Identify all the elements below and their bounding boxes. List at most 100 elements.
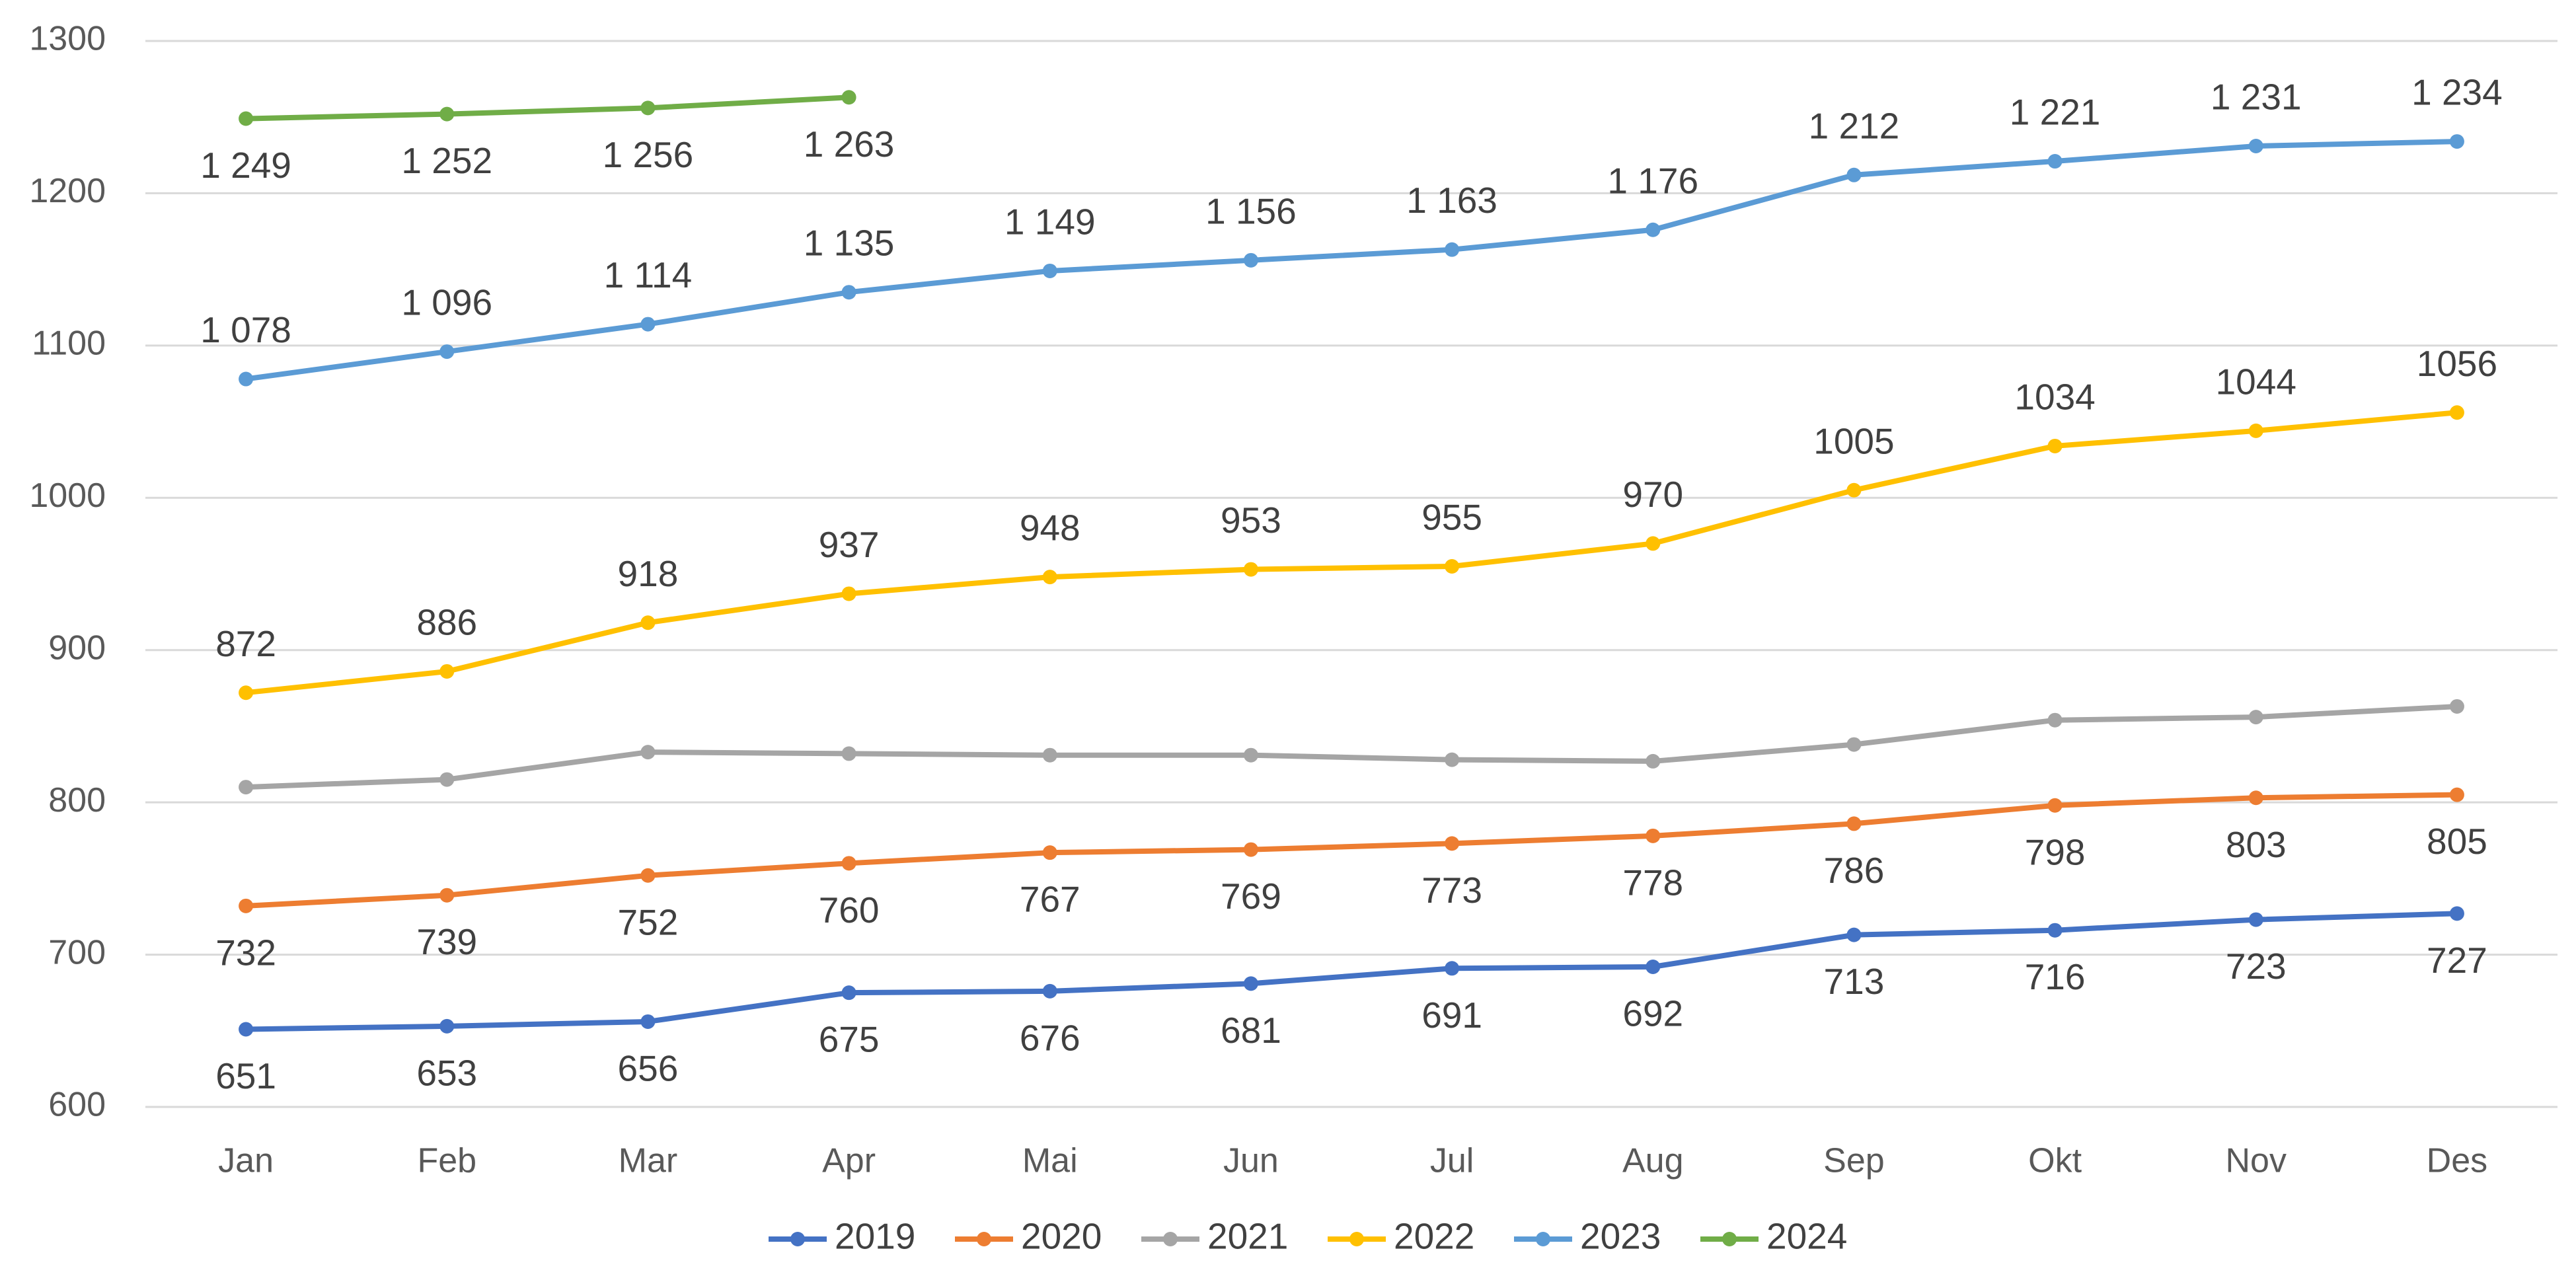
marker: [1243, 747, 1258, 763]
legend-marker: [977, 1232, 991, 1246]
data-label: 713: [1824, 961, 1885, 1002]
data-label: 1 234: [2411, 72, 2503, 113]
legend-marker: [1163, 1232, 1178, 1246]
data-label: 723: [2226, 946, 2287, 987]
data-label: 653: [416, 1052, 477, 1093]
legend-label: 2019: [835, 1216, 915, 1257]
marker: [1243, 252, 1258, 268]
x-tick-label: Mar: [619, 1142, 678, 1180]
marker: [1646, 828, 1661, 843]
data-label: 675: [819, 1019, 880, 1060]
data-label: 798: [2025, 831, 2086, 872]
data-label: 727: [2427, 940, 2487, 981]
data-label: 937: [819, 524, 880, 565]
data-label: 1 163: [1406, 180, 1497, 221]
marker: [1243, 562, 1258, 577]
marker: [439, 106, 455, 122]
x-tick-label: Mai: [1022, 1142, 1078, 1180]
marker: [841, 985, 856, 1001]
y-tick-label: 600: [48, 1086, 106, 1124]
marker: [640, 317, 656, 332]
marker: [841, 90, 856, 105]
series-line: [243, 139, 2460, 382]
x-tick-label: Okt: [2028, 1142, 2082, 1180]
marker: [439, 888, 455, 903]
marker: [1846, 737, 1862, 752]
marker: [2449, 134, 2464, 149]
marker: [1646, 960, 1661, 975]
series-line: [243, 410, 2460, 696]
marker: [1243, 976, 1258, 991]
marker: [640, 745, 656, 760]
legend-label: 2021: [1207, 1216, 1288, 1257]
data-label: 1 249: [200, 145, 291, 186]
marker: [439, 1018, 455, 1034]
marker: [841, 285, 856, 300]
marker: [640, 100, 656, 116]
series-line: [243, 703, 2460, 790]
y-tick-label: 1000: [29, 476, 106, 515]
series-line: [243, 792, 2460, 909]
data-label: 1005: [1813, 420, 1894, 461]
marker: [1042, 983, 1057, 999]
marker: [239, 111, 254, 126]
data-label: 955: [1421, 497, 1482, 538]
marker: [2047, 438, 2063, 453]
marker: [239, 371, 254, 387]
data-label: 769: [1221, 876, 1281, 917]
data-label: 948: [1020, 508, 1080, 549]
marker: [2449, 699, 2464, 714]
marker: [1445, 752, 1460, 767]
marker: [1042, 570, 1057, 585]
series-line: [243, 911, 2460, 1032]
marker: [841, 746, 856, 761]
marker: [2047, 712, 2063, 728]
data-label: 1 231: [2211, 77, 2302, 118]
data-label: 918: [618, 553, 679, 594]
x-tick-label: Jul: [1430, 1142, 1474, 1180]
marker: [1846, 167, 1862, 182]
data-label: 732: [215, 932, 276, 973]
marker: [1445, 961, 1460, 976]
marker: [1846, 927, 1862, 942]
legend-label: 2024: [1766, 1216, 1847, 1257]
marker: [1846, 482, 1862, 498]
marker: [239, 898, 254, 913]
marker: [1042, 263, 1057, 278]
marker: [640, 868, 656, 883]
data-label: 773: [1421, 870, 1482, 911]
data-label: 872: [215, 623, 276, 664]
data-label: 886: [416, 602, 477, 643]
marker: [1445, 242, 1460, 257]
y-tick-label: 700: [48, 933, 106, 971]
data-label: 1044: [2216, 361, 2296, 402]
marker: [1646, 753, 1661, 769]
y-tick-label: 1200: [29, 172, 106, 210]
data-label: 681: [1221, 1010, 1281, 1051]
marker: [2248, 710, 2263, 725]
marker: [2449, 787, 2464, 802]
data-label: 1 252: [401, 140, 492, 181]
x-tick-label: Jun: [1223, 1142, 1279, 1180]
y-tick-label: 900: [48, 628, 106, 667]
data-label: 1 078: [200, 309, 291, 350]
legend-label: 2020: [1021, 1216, 1102, 1257]
marker: [439, 772, 455, 787]
data-label: 676: [1020, 1017, 1080, 1058]
marker: [2047, 154, 2063, 169]
data-label: 1 221: [2010, 92, 2101, 133]
data-label: 1 263: [804, 124, 895, 165]
marker: [2449, 906, 2464, 921]
data-label: 1 212: [1809, 105, 1900, 146]
y-tick-label: 1100: [32, 324, 106, 363]
marker: [239, 1022, 254, 1037]
marker: [1243, 842, 1258, 857]
y-tick-label: 1300: [29, 20, 106, 58]
marker: [1646, 222, 1661, 237]
marker: [841, 586, 856, 601]
marker: [2047, 798, 2063, 813]
data-label: 970: [1622, 474, 1683, 515]
data-label: 786: [1824, 850, 1885, 891]
data-label: 1 114: [604, 254, 693, 295]
